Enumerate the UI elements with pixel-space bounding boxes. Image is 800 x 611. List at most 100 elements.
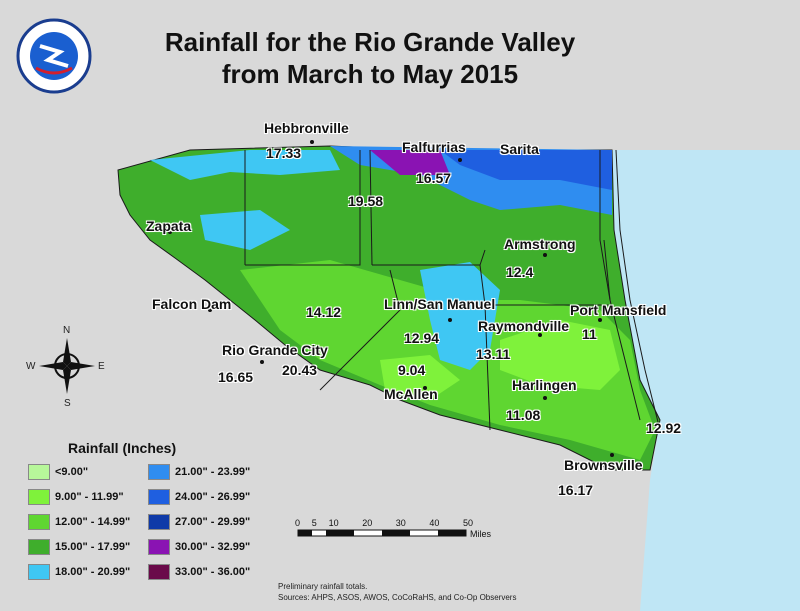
- legend-label: <9.00": [55, 466, 89, 478]
- legend-swatch: [148, 539, 170, 555]
- legend-swatch: [148, 489, 170, 505]
- legend-swatch: [28, 489, 50, 505]
- legend-label: 24.00" - 26.99": [175, 491, 251, 503]
- city-label-armstrong: Armstrong: [504, 236, 576, 252]
- scale-tick-label: 40: [429, 518, 440, 528]
- city-label-linn-san-manuel: Linn/San Manuel: [384, 296, 496, 312]
- compass-east: E: [98, 361, 105, 372]
- city-label-brownsville: Brownsville: [564, 457, 643, 473]
- legend-label: 9.00" - 11.99": [55, 491, 124, 503]
- value-linn: 12.94: [404, 330, 440, 346]
- marker-port-mansfield: [598, 318, 602, 322]
- scale-tick-label: 50: [463, 518, 474, 528]
- value-falcon-area: 14.12: [306, 304, 342, 320]
- coastline: [603, 149, 661, 431]
- county-lines: [244, 149, 612, 431]
- marker-falfurrias: [458, 158, 462, 162]
- scale-tick-label: 0: [295, 518, 301, 528]
- value-raymondville: 13.11: [476, 346, 511, 362]
- value-center-north: 19.58: [348, 193, 384, 209]
- legend-item: <9.00": [28, 464, 88, 480]
- legend-item: 21.00" - 23.99": [148, 464, 250, 480]
- marker-linn: [448, 318, 452, 322]
- marker-mcallen: [423, 386, 427, 390]
- city-label-port-mansfield: Port Mansfield: [570, 302, 667, 318]
- city-label-falcon-dam: Falcon Dam: [152, 296, 232, 312]
- marker-raymondville: [538, 333, 542, 337]
- zone-18-21-center: [420, 262, 500, 370]
- zone-9-12-mcallen: [380, 355, 460, 400]
- marker-brownsville: [610, 453, 614, 457]
- legend-item: 9.00" - 11.99": [28, 489, 124, 505]
- footer-note: Preliminary rainfall totals.: [278, 582, 368, 591]
- city-markers: [168, 140, 614, 457]
- map-title: Rainfall for the Rio Grande Valley from …: [150, 26, 590, 90]
- zone-9-12-east: [500, 320, 620, 390]
- legend-swatch: [148, 514, 170, 530]
- scale-bar: [297, 529, 467, 537]
- footer-sources: Sources: AHPS, ASOS, AWOS, CoCoRaHS, and…: [278, 593, 517, 602]
- zone-24-27: [440, 150, 612, 190]
- legend-label: 27.00" - 29.99": [175, 516, 251, 528]
- scale-unit: Miles: [470, 529, 492, 539]
- legend-item: 24.00" - 26.99": [148, 489, 250, 505]
- legend-title: Rainfall (Inches): [68, 440, 177, 456]
- gulf-water: [600, 150, 800, 611]
- legend-swatch: [28, 464, 50, 480]
- scale-tick-label: 30: [395, 518, 406, 528]
- value-rio-grande-city-east: 20.43: [282, 362, 318, 378]
- legend-label: 30.00" - 32.99": [175, 541, 251, 553]
- legend-item: 27.00" - 29.99": [148, 514, 250, 530]
- marker-zapata: [168, 230, 172, 234]
- legend-item: 18.00" - 20.99": [28, 564, 130, 580]
- marker-rio-grande-city: [260, 360, 264, 364]
- legend-label: 21.00" - 23.99": [175, 466, 251, 478]
- value-brownsville: 16.17: [558, 482, 594, 498]
- value-coast-south: 12.92: [646, 420, 682, 436]
- city-label-zapata: Zapata: [146, 218, 192, 234]
- value-mcallen: 9.04: [398, 362, 426, 378]
- legend-swatch: [148, 564, 170, 580]
- city-label-raymondville: Raymondville: [478, 318, 570, 334]
- legend-swatch: [148, 464, 170, 480]
- scale-tick-label: 20: [362, 518, 373, 528]
- zone-30-33: [370, 150, 450, 175]
- compass-west: W: [26, 361, 36, 372]
- legend-swatch: [28, 564, 50, 580]
- value-hebbronville: 17.33: [266, 145, 302, 161]
- scale-tick-label: 5: [311, 518, 317, 528]
- marker-harlingen: [543, 396, 547, 400]
- legend-item: 15.00" - 17.99": [28, 539, 130, 555]
- compass-rose: [39, 338, 95, 394]
- value-rio-grande-city-west: 16.65: [218, 369, 254, 385]
- legend-swatch: [28, 514, 50, 530]
- city-label-sarita: Sarita: [500, 141, 539, 157]
- city-label-rio-grande-city: Rio Grande City: [222, 342, 328, 358]
- value-falfurrias: 16.57: [416, 170, 452, 186]
- city-label-mcallen: McAllen: [384, 386, 438, 402]
- legend-label: 12.00" - 14.99": [55, 516, 131, 528]
- legend-swatch: [28, 539, 50, 555]
- value-armstrong: 12.4: [506, 264, 534, 280]
- city-label-harlingen: Harlingen: [512, 377, 577, 393]
- compass-north: N: [63, 325, 71, 336]
- title-line-1: Rainfall for the Rio Grande Valley: [164, 27, 576, 57]
- city-label-falfurrias: Falfurrias: [402, 139, 466, 155]
- legend-item: 12.00" - 14.99": [28, 514, 130, 530]
- marker-sarita: [528, 148, 532, 152]
- nws-logo: [16, 18, 92, 94]
- marker-hebbronville: [310, 140, 314, 144]
- legend-label: 15.00" - 17.99": [55, 541, 131, 553]
- compass-south: S: [64, 398, 71, 409]
- legend-item: 33.00" - 36.00": [148, 564, 250, 580]
- marker-armstrong: [543, 253, 547, 257]
- legend-item: 30.00" - 32.99": [148, 539, 250, 555]
- marker-falcon-dam: [208, 308, 212, 312]
- legend-label: 33.00" - 36.00": [175, 566, 251, 578]
- value-port-mansfield: 11: [582, 326, 597, 342]
- legend-label: 18.00" - 20.99": [55, 566, 131, 578]
- scale-tick-label: 10: [328, 518, 339, 528]
- city-label-hebbronville: Hebbronville: [264, 120, 349, 136]
